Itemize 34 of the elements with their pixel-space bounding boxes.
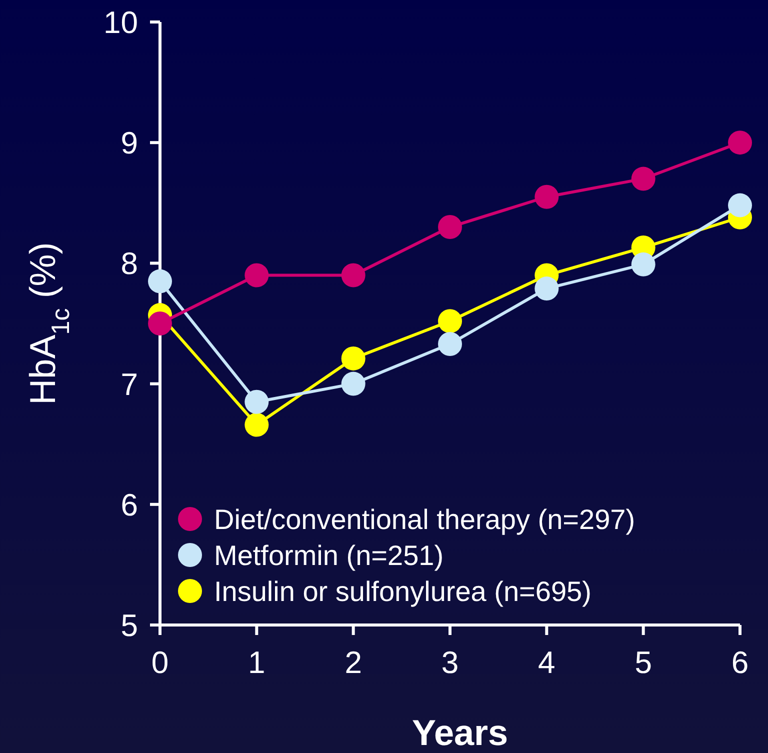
point <box>534 276 559 301</box>
point <box>728 193 752 218</box>
y-tick-label: 8 <box>120 246 138 282</box>
y-tick-label: 9 <box>120 126 138 161</box>
x-tick-label: 6 <box>731 645 749 680</box>
point <box>438 309 462 334</box>
point <box>438 332 462 356</box>
x-tick-label: 3 <box>441 645 459 680</box>
y-tick-label: 6 <box>120 487 138 522</box>
y-tick-label: 7 <box>120 366 138 402</box>
legend-label: Insulin or sulfonylurea (n=695) <box>214 576 592 607</box>
point <box>631 166 656 191</box>
x-tick-label: 1 <box>248 645 266 680</box>
point <box>244 412 269 437</box>
point <box>244 390 269 414</box>
x-axis-title: Years <box>412 712 508 753</box>
point <box>341 346 366 370</box>
x-tick-label: 4 <box>538 645 556 680</box>
point <box>438 215 462 240</box>
point <box>341 263 366 288</box>
point <box>534 184 559 209</box>
point <box>148 312 172 336</box>
point <box>148 269 172 294</box>
x-tick-label: 5 <box>634 645 652 680</box>
y-tick-label: 10 <box>104 5 138 40</box>
point <box>631 252 656 276</box>
x-tick-label: 0 <box>151 645 169 680</box>
legend-label: Metformin (n=251) <box>214 540 444 571</box>
y-tick-label: 5 <box>120 608 138 643</box>
x-tick-label: 2 <box>344 645 362 680</box>
point <box>728 130 752 155</box>
point <box>341 372 366 396</box>
legend-label: Diet/conventional therapy (n=297) <box>214 504 636 535</box>
point <box>244 263 269 288</box>
